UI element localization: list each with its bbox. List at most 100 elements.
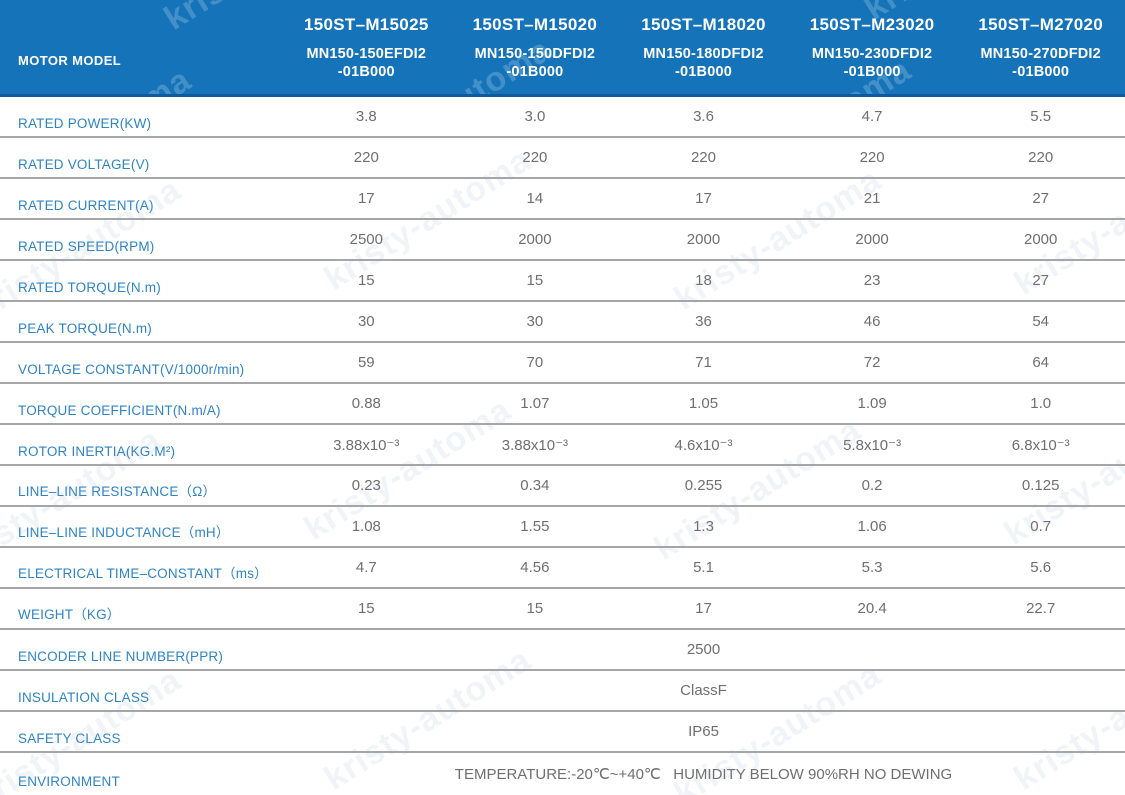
table-header: MOTOR MODEL 150ST–M15025 MN150-150EFDI2 -0…: [0, 0, 1125, 97]
part-number-line1: MN150-270DFDI2: [980, 46, 1101, 62]
spec-row-label: RATED VOLTAGE(V): [18, 157, 150, 172]
spec-row-label: ENVIRONMENT: [18, 774, 120, 789]
spec-value-cell: 3.8: [355, 108, 377, 125]
spec-value-cell: 2000: [518, 231, 552, 248]
spec-value-cell: 72: [863, 354, 881, 371]
spec-row-label: RATED SPEED(RPM): [18, 239, 155, 254]
part-number-line1: MN150-230DFDI2: [811, 46, 933, 62]
spec-row-label: LINE–LINE RESISTANCE（Ω）: [18, 484, 217, 499]
spec-row-spanning: INSULATION CLASS ClassF: [0, 671, 1125, 712]
motor-part-number: MN150-150EFDI2 -01B000: [282, 45, 451, 81]
spec-value-cell: 1.08: [351, 518, 381, 535]
spec-row-label: LINE–LINE INDUCTANCE（mH）: [18, 525, 230, 540]
spec-value-cell: 6.8x10⁻³: [1011, 436, 1070, 454]
spec-value-cell: 5.8x10⁻³: [843, 436, 902, 454]
spec-value-cell: 18: [695, 272, 712, 289]
part-number-line1: MN150-180DFDI2: [643, 46, 764, 62]
part-number-line1: MN150-150EFDI2: [306, 46, 427, 62]
spec-row-spanning: SAFETY CLASS IP65: [0, 712, 1125, 753]
spec-span-value: 2500: [686, 641, 721, 658]
spec-value-cell: 2000: [1024, 231, 1058, 248]
spec-value-cell: 3.6: [693, 108, 714, 125]
spec-value-cell: 30: [357, 313, 375, 330]
spec-value-cell: 220: [353, 149, 379, 166]
spec-value-cell: 15: [357, 600, 375, 617]
spec-value-cell: 15: [526, 600, 544, 617]
spec-value-cell: 2000: [855, 231, 889, 248]
spec-value-cell: 17: [695, 600, 712, 617]
spec-value-cell: 3.88x10⁻³: [501, 436, 569, 454]
motor-part-number: MN150-270DFDI2 -01B000: [956, 45, 1125, 81]
spec-value-cell: 22.7: [1026, 600, 1056, 617]
spec-row-label: INSULATION CLASS: [18, 690, 150, 705]
part-number-line2: -01B000: [1012, 64, 1070, 80]
spec-value-cell: 5.6: [1030, 559, 1052, 576]
part-number-line2: -01B000: [506, 64, 564, 80]
spec-row: RATED CURRENT(A) 17 14 17 21 27: [0, 179, 1125, 220]
spec-value-cell: 14: [526, 190, 544, 207]
spec-row-spanning: ENVIRONMENT TEMPERATURE:-20℃~+40℃ HUMIDIT…: [0, 753, 1125, 794]
spec-row-label: ENCODER LINE NUMBER(PPR): [18, 649, 224, 664]
spec-value-cell: 0.125: [1021, 477, 1060, 494]
spec-value-cell: 0.255: [684, 477, 723, 494]
spec-value-cell: 54: [1032, 313, 1050, 330]
spec-value-cell: 0.34: [520, 477, 550, 494]
spec-value-cell: 1.0: [1030, 395, 1052, 412]
table-body: RATED POWER(KW) 3.8 3.0 3.6 4.7 5.5 RATED VOLT…: [0, 97, 1125, 794]
spec-value-cell: 220: [859, 149, 885, 166]
spec-value-cell: 0.23: [351, 477, 381, 494]
spec-value-cell: 0.7: [1030, 518, 1052, 535]
spec-row-label: TORQUE COEFFICIENT(N.m/A): [18, 403, 221, 418]
spec-value-cell: 4.7: [355, 559, 377, 576]
spec-value-cell: 0.2: [861, 477, 883, 494]
spec-value-cell: 220: [522, 149, 548, 166]
spec-value-cell: 4.7: [861, 108, 883, 125]
spec-row-label: VOLTAGE CONSTANT(V/1000r/min): [18, 362, 245, 377]
spec-span-value: IP65: [688, 723, 719, 740]
part-number-line2: -01B000: [843, 64, 901, 80]
spec-value-cell: 1.55: [520, 518, 550, 535]
spec-value-cell: 5.3: [861, 559, 883, 576]
spec-value-cell: 3.0: [524, 108, 546, 125]
spec-row-label: SAFETY CLASS: [18, 731, 121, 746]
spec-value-cell: 15: [357, 272, 375, 289]
spec-row: TORQUE COEFFICIENT(N.m/A) 0.88 1.07 1.05 1.0…: [0, 384, 1125, 425]
spec-value-cell: 4.6x10⁻³: [674, 436, 733, 454]
spec-value-cell: 1.05: [688, 395, 719, 412]
spec-value-cell: 59: [357, 354, 375, 371]
spec-row: LINE–LINE INDUCTANCE（mH） 1.08 1.55 1.3 1.06 0…: [0, 507, 1125, 548]
spec-value-cell: 1.07: [520, 395, 550, 412]
motor-model-name: 150ST–M18020: [641, 15, 766, 34]
spec-value-cell: 5.5: [1030, 108, 1052, 125]
part-number-line2: -01B000: [337, 64, 395, 80]
spec-row: VOLTAGE CONSTANT(V/1000r/min) 59 70 71 72 64: [0, 343, 1125, 384]
spec-row-label: PEAK TORQUE(N.m): [18, 321, 152, 336]
spec-row: RATED POWER(KW) 3.8 3.0 3.6 4.7 5.5: [0, 97, 1125, 138]
spec-row: RATED VOLTAGE(V) 220 220 220 220 220: [0, 138, 1125, 179]
spec-row-label: RATED POWER(KW): [18, 116, 152, 131]
spec-row-label: ROTOR INERTIA(KG.M²): [18, 444, 176, 459]
spec-row-label: WEIGHT（KG）: [18, 607, 121, 622]
spec-value-cell: 1.09: [857, 395, 887, 412]
header-column-1: 150ST–M15025 MN150-150EFDI2 -01B000: [282, 0, 451, 94]
spec-row: WEIGHT（KG） 15 15 17 20.4 22.7: [0, 589, 1125, 630]
motor-part-number: MN150-180DFDI2 -01B000: [619, 45, 788, 81]
spec-value-cell: 30: [526, 313, 544, 330]
motor-part-number: MN150-230DFDI2 -01B000: [788, 45, 957, 81]
spec-row-label: RATED TORQUE(N.m): [18, 280, 161, 295]
motor-part-number: MN150-150DFDI2 -01B000: [451, 45, 620, 81]
spec-value-cell: 4.56: [520, 559, 550, 576]
spec-value-cell: 17: [695, 190, 712, 207]
spec-value-cell: 21: [863, 190, 881, 207]
spec-row: ELECTRICAL TIME–CONSTANT（ms） 4.7 4.56 5.1 5.…: [0, 548, 1125, 589]
spec-row: RATED TORQUE(N.m) 15 15 18 23 27: [0, 261, 1125, 302]
motor-model-name: 150ST–M15025: [304, 15, 429, 34]
spec-value-cell: 220: [1028, 149, 1054, 166]
spec-value-cell: 27: [1032, 272, 1050, 289]
motor-model-header-label: MOTOR MODEL: [18, 52, 122, 68]
spec-value-cell: 71: [695, 354, 712, 371]
spec-row: ROTOR INERTIA(KG.M²) 3.88x10⁻³ 3.88x10⁻³ 4.…: [0, 425, 1125, 466]
spec-span-value: ClassF: [680, 682, 727, 699]
header-column-5: 150ST–M27020 MN150-270DFDI2 -01B000: [956, 0, 1125, 94]
